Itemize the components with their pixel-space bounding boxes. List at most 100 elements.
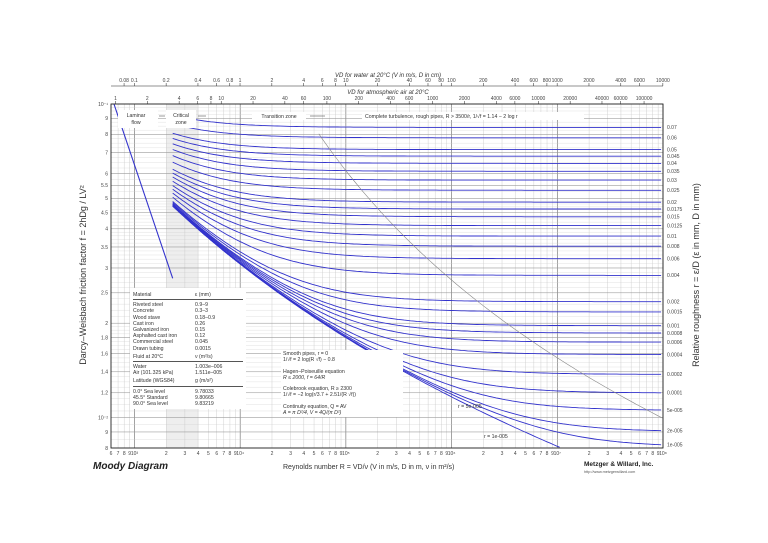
water-axis-tick: 0.4: [194, 78, 201, 84]
x-tick-label: 9: [234, 451, 237, 457]
y-tick-label: 1.6: [101, 351, 108, 357]
roughness-label: 0.002: [667, 299, 680, 305]
roughness-label: 0.01: [667, 234, 677, 240]
material-row: Drawn tubing 0.0015: [133, 346, 243, 352]
air-axis-tick: 100000: [636, 96, 653, 102]
fluid-row: Water 1.003e–006: [133, 364, 243, 370]
water-axis-tick: 4: [302, 78, 305, 84]
water-axis-tick: 600: [530, 78, 539, 84]
x-tick-label: 2: [376, 451, 379, 457]
water-axis-tick: 80: [438, 78, 444, 84]
water-axis-tick: 0.08: [119, 78, 129, 84]
air-axis-tick: 200: [355, 96, 364, 102]
y-tick-label: 1.4: [101, 370, 108, 376]
roughness-label: 0.06: [667, 136, 677, 142]
water-axis-tick: 0.1: [131, 78, 138, 84]
x-tick-label: 7: [117, 451, 120, 457]
roughness-label: 0.04: [667, 161, 677, 167]
plot-frame: [110, 103, 664, 449]
chart-title: Moody Diagram: [93, 461, 169, 472]
water-axis-tick: 4000: [615, 78, 626, 84]
roughness-label: 0.07: [667, 125, 677, 131]
x-tick-label: 9: [128, 451, 131, 457]
material-eps: 0.18–0.9: [195, 314, 216, 321]
roughness-table: Material ε (mm) Riveted steel 0.9–9 Concre…: [130, 288, 246, 410]
roughness-curves: 0.070.060.050.0450.040.0350.030.0250.020…: [113, 103, 683, 449]
material-eps: 0.045: [195, 339, 208, 346]
material-row: Wood stave 0.18–0.9: [133, 315, 243, 321]
material-header: Material: [133, 292, 152, 298]
roughness-label: 0.0015: [667, 310, 683, 316]
roughness-curve: [172, 149, 662, 172]
material-name: Riveted steel: [133, 302, 163, 309]
y-tick-label: 3: [105, 266, 108, 272]
air-axis-tick: 4000: [491, 96, 502, 102]
hagen-label: Hagen–Poiseuille equation: [283, 368, 345, 375]
fluid-name: Water: [133, 364, 147, 371]
x-tick-label: 2: [588, 451, 591, 457]
gravity-value: 9.78033: [195, 388, 214, 395]
x-tick-label: 8: [546, 451, 549, 457]
water-axis-tick: 1: [239, 78, 242, 84]
roughness-label: 0.001: [667, 323, 680, 329]
x-tick-label: 4: [197, 451, 200, 457]
water-axis-tick: 800: [543, 78, 552, 84]
water-axis-tick: 10: [343, 78, 349, 84]
air-axis-tick: 10: [218, 96, 224, 102]
roughness-curve: [172, 204, 662, 355]
roughness-curve: [172, 114, 662, 128]
air-axis-tick: 40: [282, 96, 288, 102]
air-axis-tick: 20: [250, 96, 256, 102]
air-axis-tick: 600: [405, 96, 414, 102]
x-tick-label: 3: [606, 451, 609, 457]
transition-zone-label: Transition zone: [261, 114, 296, 120]
roughness-curve: [172, 176, 662, 218]
hagen-equation: R ≤ 2000, f = 64/R: [283, 374, 326, 381]
x-tick-label: 3: [501, 451, 504, 457]
roughness-curve: [172, 172, 662, 210]
x-tick-label: 10³: [131, 451, 139, 457]
roughness-curve: [172, 203, 662, 334]
water-axis-tick: 2: [270, 78, 273, 84]
x-axis-title: Reynolds number R = VD/ν (V in m/s, D in…: [283, 464, 455, 471]
roughness-label: 0.02: [667, 200, 677, 206]
y-tick-label: 9: [105, 116, 108, 122]
roughness-label: 2e-005: [667, 429, 683, 435]
roughness-label: 5e-005: [667, 408, 683, 414]
gravity-value: 9.80665: [195, 394, 214, 401]
roughness-curve: [172, 168, 662, 203]
material-name: Commercial steel: [133, 339, 174, 346]
roughness-label: 1e-005: [667, 443, 683, 449]
laminar-zone-label-2: flow: [131, 120, 140, 126]
y-tick-label: 4.5: [101, 211, 108, 217]
material-row: Galvanized iron 0.15: [133, 327, 243, 333]
x-tick-label: 10⁵: [342, 451, 350, 457]
x-tick-label: 9: [445, 451, 448, 457]
table-header: Material ε (mm): [133, 292, 243, 301]
air-axis-tick: 2000: [459, 96, 470, 102]
x-tick-label: 9: [657, 451, 660, 457]
roughness-curve: [172, 180, 662, 227]
y-tick-label: 7: [105, 150, 108, 156]
material-name: Galvanized iron: [133, 327, 170, 334]
eps-header: ε (mm): [195, 292, 211, 298]
smooth-pipe-curve: [172, 205, 560, 448]
water-axis-tick: 60: [425, 78, 431, 84]
y-tick-label: 2: [105, 321, 108, 327]
complete-turbulence-boundary: [318, 133, 663, 419]
air-axis-title: VD for atmospheric air at 20°C: [347, 90, 429, 96]
material-row: Commercial steel 0.045: [133, 339, 243, 345]
water-axis-tick: 0.6: [213, 78, 220, 84]
x-tick-label: 4: [514, 451, 517, 457]
x-tick-label: 6: [427, 451, 430, 457]
latitude-header: Latitude (WGS84) g (m/s²): [133, 378, 243, 387]
y-tick-label: 1.8: [101, 335, 108, 341]
latitude-value: 0.0° Sea level: [133, 388, 166, 395]
roughness-curve: [172, 185, 662, 237]
material-name: Concrete: [133, 308, 155, 315]
latitude-row: 45.5° Standard 9.80665: [133, 395, 243, 401]
water-axis-tick: 0.8: [226, 78, 233, 84]
roughness-label: 0.004: [667, 273, 680, 279]
publisher-url: http://www.metzgerwillard.com: [584, 470, 636, 474]
